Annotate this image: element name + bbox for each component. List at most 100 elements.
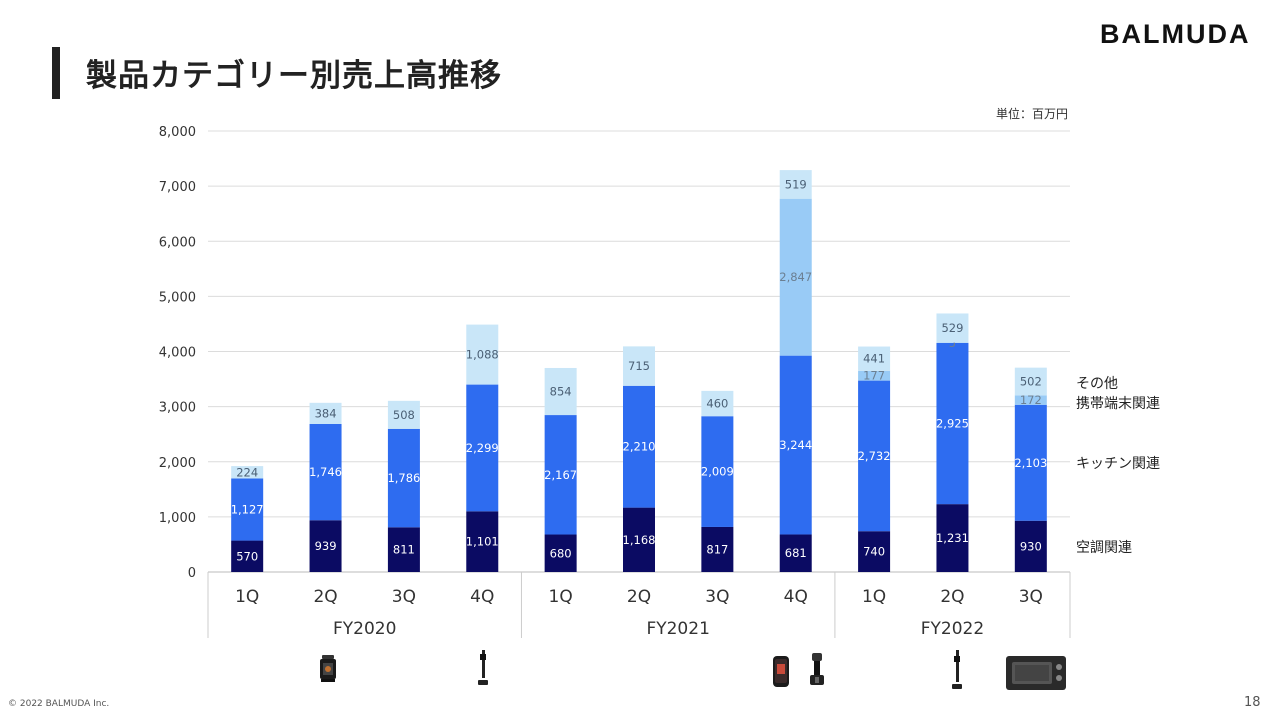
bar-segment bbox=[858, 531, 891, 572]
page-number: 18 bbox=[1244, 695, 1261, 710]
data-label: 5 bbox=[949, 336, 956, 350]
bar-segment bbox=[387, 400, 420, 429]
y-tick-label: 6,000 bbox=[159, 235, 196, 250]
bar-segment bbox=[623, 346, 655, 386]
stick-vacuum-icon bbox=[478, 650, 488, 685]
x-group-label: FY2021 bbox=[646, 619, 709, 639]
x-tick-label: 3Q bbox=[1019, 587, 1043, 607]
bar-segment bbox=[466, 511, 499, 572]
data-label: 2,847 bbox=[779, 270, 812, 284]
data-label: 1,168 bbox=[623, 533, 656, 547]
data-label: 529 bbox=[941, 321, 963, 335]
data-label: 930 bbox=[1020, 539, 1042, 553]
data-label: 508 bbox=[393, 408, 415, 422]
bar-segment bbox=[387, 428, 420, 528]
x-tick-label: 2Q bbox=[627, 587, 651, 607]
bar-segment bbox=[936, 504, 969, 572]
data-label: 2,103 bbox=[1014, 456, 1047, 470]
y-tick-label: 0 bbox=[188, 566, 196, 581]
data-label: 1,746 bbox=[309, 465, 342, 479]
y-tick-label: 7,000 bbox=[159, 180, 196, 195]
bar-segment bbox=[858, 380, 891, 532]
x-tick-label: 4Q bbox=[784, 587, 808, 607]
bar-segment bbox=[701, 416, 734, 527]
bar-segment bbox=[466, 324, 499, 385]
data-label: 502 bbox=[1020, 374, 1042, 388]
bar-segment bbox=[231, 478, 264, 541]
data-label: 854 bbox=[550, 385, 572, 399]
bar-segment bbox=[309, 402, 342, 424]
bar-segment bbox=[936, 313, 969, 343]
data-label: 384 bbox=[315, 406, 337, 420]
bar-segment bbox=[1014, 520, 1047, 572]
bar-segment bbox=[544, 415, 577, 535]
data-label: 441 bbox=[863, 352, 885, 366]
bar-segment bbox=[779, 534, 812, 572]
data-label: 939 bbox=[315, 539, 337, 553]
x-tick-label: 1Q bbox=[862, 587, 886, 607]
title-accent-bar bbox=[52, 47, 60, 99]
unit-label: 単位：百万円 bbox=[996, 107, 1069, 121]
data-label: 519 bbox=[785, 177, 807, 191]
bar-segment bbox=[309, 423, 342, 521]
smartphone-icon bbox=[773, 656, 789, 687]
x-tick-label: 3Q bbox=[392, 587, 416, 607]
bar-segment bbox=[858, 346, 891, 371]
bar-segment bbox=[231, 466, 264, 479]
copyright: © 2022 BALMUDA Inc. bbox=[8, 699, 110, 709]
bar-segment bbox=[779, 170, 812, 199]
bar-segment bbox=[701, 526, 734, 572]
x-tick-label: 2Q bbox=[940, 587, 964, 607]
page-title: 製品カテゴリー別売上高推移 bbox=[86, 58, 502, 94]
data-label: 681 bbox=[785, 546, 807, 560]
data-label: 570 bbox=[236, 549, 258, 563]
bar-segment bbox=[858, 370, 891, 381]
bar-segment bbox=[623, 507, 655, 572]
data-label: 1,127 bbox=[231, 503, 264, 517]
legend-air: 空調関連 bbox=[1076, 540, 1132, 556]
y-tick-label: 4,000 bbox=[159, 346, 196, 361]
data-label: 817 bbox=[706, 542, 728, 556]
y-tick-label: 2,000 bbox=[159, 456, 196, 471]
data-label: 1,231 bbox=[936, 531, 969, 545]
bar-segment bbox=[1014, 367, 1047, 396]
y-tick-label: 5,000 bbox=[159, 290, 196, 305]
data-label: 680 bbox=[550, 546, 572, 560]
data-label: 1,101 bbox=[466, 535, 499, 549]
x-tick-label: 1Q bbox=[235, 587, 259, 607]
data-label: 460 bbox=[706, 397, 728, 411]
bar-segment bbox=[779, 355, 812, 535]
legend-kitchen: キッチン関連 bbox=[1076, 456, 1160, 472]
bar-segment bbox=[231, 540, 264, 572]
bar-segment bbox=[701, 390, 734, 417]
bar-segment bbox=[309, 520, 342, 572]
x-group-label: FY2020 bbox=[333, 619, 396, 639]
data-label: 740 bbox=[863, 545, 885, 559]
x-tick-label: 4Q bbox=[470, 587, 494, 607]
x-tick-label: 1Q bbox=[549, 587, 573, 607]
data-label: 224 bbox=[236, 465, 258, 479]
y-tick-label: 3,000 bbox=[159, 401, 196, 416]
y-tick-label: 8,000 bbox=[159, 125, 196, 140]
bar-segment bbox=[1014, 404, 1047, 521]
x-group-label: FY2022 bbox=[921, 619, 984, 639]
y-tick-label: 1,000 bbox=[159, 511, 196, 526]
data-label: 1,786 bbox=[387, 471, 420, 485]
bar-segment bbox=[936, 342, 969, 505]
data-label: 2,210 bbox=[623, 440, 656, 454]
data-label: 1,088 bbox=[466, 348, 499, 362]
stick-vacuum-icon bbox=[952, 650, 962, 689]
data-label: 715 bbox=[628, 359, 650, 373]
data-label: 2,009 bbox=[701, 465, 734, 479]
air-purifier-icon bbox=[320, 655, 336, 682]
coffee-machine-icon bbox=[810, 653, 824, 685]
data-label: 172 bbox=[1020, 393, 1042, 407]
legend-other: その他 bbox=[1076, 376, 1118, 392]
data-label: 2,732 bbox=[858, 449, 891, 463]
data-label: 811 bbox=[393, 543, 415, 557]
data-label: 3,244 bbox=[779, 438, 812, 452]
legend-mobile: 携帯端末関連 bbox=[1076, 396, 1160, 412]
bar-segment bbox=[466, 384, 499, 512]
bar-segment bbox=[387, 527, 420, 572]
